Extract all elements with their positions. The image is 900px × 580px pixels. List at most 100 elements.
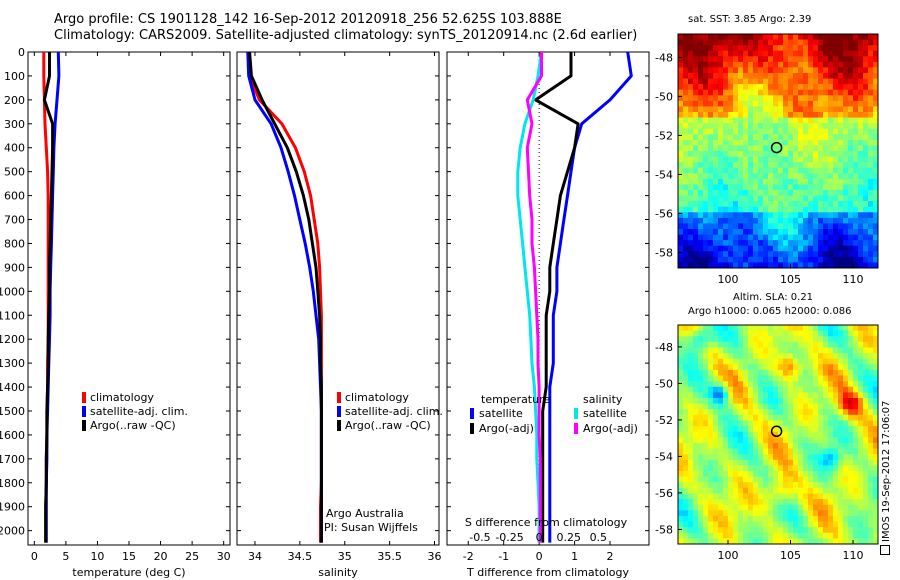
sla-map-cell — [783, 442, 789, 450]
sst-map-cell — [678, 229, 684, 236]
sst-map-cell — [758, 106, 764, 113]
sla-map-cell — [833, 459, 839, 466]
sla-map-cell — [778, 398, 784, 405]
sla-map-cell — [778, 341, 784, 348]
sla-map-cell — [683, 386, 689, 393]
sst-map-cell — [693, 73, 699, 80]
sst-map-cell — [838, 61, 844, 69]
sst-map-cell — [738, 112, 744, 119]
sst-map-cell — [733, 156, 739, 163]
salinity-legend-label: climatology — [345, 391, 409, 404]
sla-map-cell — [833, 336, 839, 343]
salinity-x-tick-label: 35.5 — [377, 550, 402, 563]
sst-map-cell — [683, 167, 689, 174]
sla-map-cell — [848, 403, 854, 410]
salinity-legend-label: Argo(..raw -QC) — [345, 419, 431, 432]
sla-map-cell — [828, 459, 834, 466]
sst-map-cell — [833, 206, 839, 213]
sla-map-cell — [818, 426, 824, 433]
sla-map-cell — [823, 499, 829, 506]
sst-map-cell — [838, 262, 844, 268]
sst-map-cell — [863, 34, 869, 41]
sst-map-cell — [833, 195, 839, 202]
sst-map-cell — [718, 34, 724, 41]
sst-map-cell — [868, 56, 874, 63]
sst-map-cell — [738, 139, 744, 147]
sla-map-cell — [688, 454, 694, 461]
sst-map-cell — [723, 34, 729, 41]
sst-map-cell — [758, 156, 764, 163]
sla-map-cell — [863, 414, 869, 421]
sst-map-cell — [783, 234, 789, 241]
sla-map-cell — [728, 353, 734, 360]
sst-map-cell — [833, 128, 839, 135]
sst-map-cell — [848, 67, 854, 74]
sla-map-cell — [698, 369, 704, 377]
sst-map-cell — [863, 50, 869, 57]
sla-map-cell — [803, 527, 809, 534]
sst-map-cell — [803, 50, 809, 57]
sla-map-cell — [728, 381, 734, 388]
sla-map-cell — [683, 454, 689, 461]
sla-map-cell — [833, 426, 839, 433]
sst-map-cell — [818, 256, 824, 264]
sst-map-cell — [873, 245, 878, 252]
sst-map-cell — [778, 251, 784, 258]
sla-map-cell — [848, 538, 854, 544]
sla-map-cell — [693, 431, 699, 438]
sst-map-cell — [843, 61, 849, 69]
sst-map-cell — [828, 117, 834, 124]
sst-map-cell — [698, 50, 704, 57]
sst-map-cell — [863, 117, 869, 124]
sla-map-cell — [863, 454, 869, 461]
sst-map-cell — [828, 100, 834, 108]
sla-map-cell — [843, 381, 849, 388]
sst-map-cell — [798, 151, 804, 158]
sst-map-cell — [683, 45, 689, 52]
sst-map-cell — [733, 256, 739, 264]
sla-map-cell — [748, 499, 754, 506]
sst-map-cell — [798, 217, 804, 225]
sla-map-cell — [858, 426, 864, 433]
sst-map-cell — [728, 134, 734, 141]
sst-map-cell — [733, 34, 739, 41]
temperature-legend-swatch — [82, 406, 86, 417]
sla-map-cell — [783, 521, 789, 528]
sst-map-cell — [748, 61, 754, 69]
sst-map-cell — [773, 156, 779, 163]
sst-map-cell — [778, 217, 784, 225]
sla-map-cell — [768, 448, 774, 455]
sla-map-cell — [828, 437, 834, 444]
sla-map-cell — [718, 364, 724, 371]
sst-map-cell — [813, 67, 819, 74]
sst-map-cell — [753, 184, 759, 191]
sst-map-cell — [788, 223, 794, 230]
sla-map-cell — [788, 499, 794, 506]
sla-map-cell — [838, 347, 844, 354]
sst-map-cell — [733, 128, 739, 135]
sla-map-cell — [708, 330, 714, 337]
sla-map-cell — [753, 476, 759, 483]
sst-map-cell — [798, 139, 804, 147]
sst-map-cell — [843, 162, 849, 169]
sst-map-cell — [743, 212, 749, 219]
sla-map-cell — [868, 487, 874, 494]
sst-map-cell — [853, 112, 859, 119]
sla-map-cell — [763, 336, 769, 343]
sst-map-cell — [713, 106, 719, 113]
sla-map-cell — [788, 437, 794, 444]
sst-map-cell — [808, 184, 814, 191]
sla-map-cell — [853, 330, 859, 337]
sla-map-cell — [688, 347, 694, 354]
sla-map-cell — [683, 437, 689, 444]
sla-map-cell — [833, 358, 839, 365]
sla-map-cell — [758, 420, 764, 427]
sla-map-cell — [798, 482, 804, 489]
sla-map-cell — [808, 420, 814, 427]
sla-map-cell — [753, 510, 759, 517]
depth-tick-label: 1400 — [0, 381, 25, 394]
sst-map-cell — [723, 78, 729, 85]
sla-map-cell — [778, 515, 784, 523]
sla-map-cell — [753, 442, 759, 450]
